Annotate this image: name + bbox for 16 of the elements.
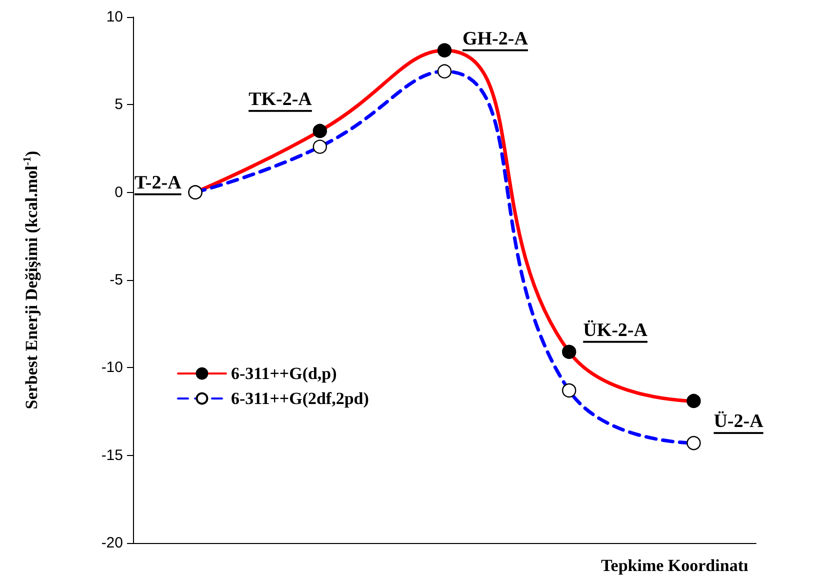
x-tick-label: TK-2-A xyxy=(248,88,312,110)
y-tick-label: -20 xyxy=(101,534,123,552)
x-axis-title: Tepkime Koordinatı xyxy=(601,556,748,575)
y-tick-label: 5 xyxy=(114,96,123,114)
y-tick-label: -5 xyxy=(110,272,123,288)
y-axis-title: Serbest Enerji Değişimi (kcal.mol-1) xyxy=(22,150,41,410)
y-tick-label: 0 xyxy=(114,184,123,201)
y-tick-label: -10 xyxy=(101,359,123,376)
x-tick-label: ÜK-2-A xyxy=(583,320,648,341)
y-tick-label: 10 xyxy=(106,8,123,26)
legend-label: 6-311++G(2df,2pd) xyxy=(231,389,369,408)
x-tick-label: GH-2-A xyxy=(462,28,528,50)
x-tick-label: T-2-A xyxy=(134,172,182,194)
x-tick-label: Ü-2-A xyxy=(714,411,764,432)
y-tick-label: -15 xyxy=(101,446,123,464)
legend-label: 6-311++G(d,p) xyxy=(231,364,337,383)
